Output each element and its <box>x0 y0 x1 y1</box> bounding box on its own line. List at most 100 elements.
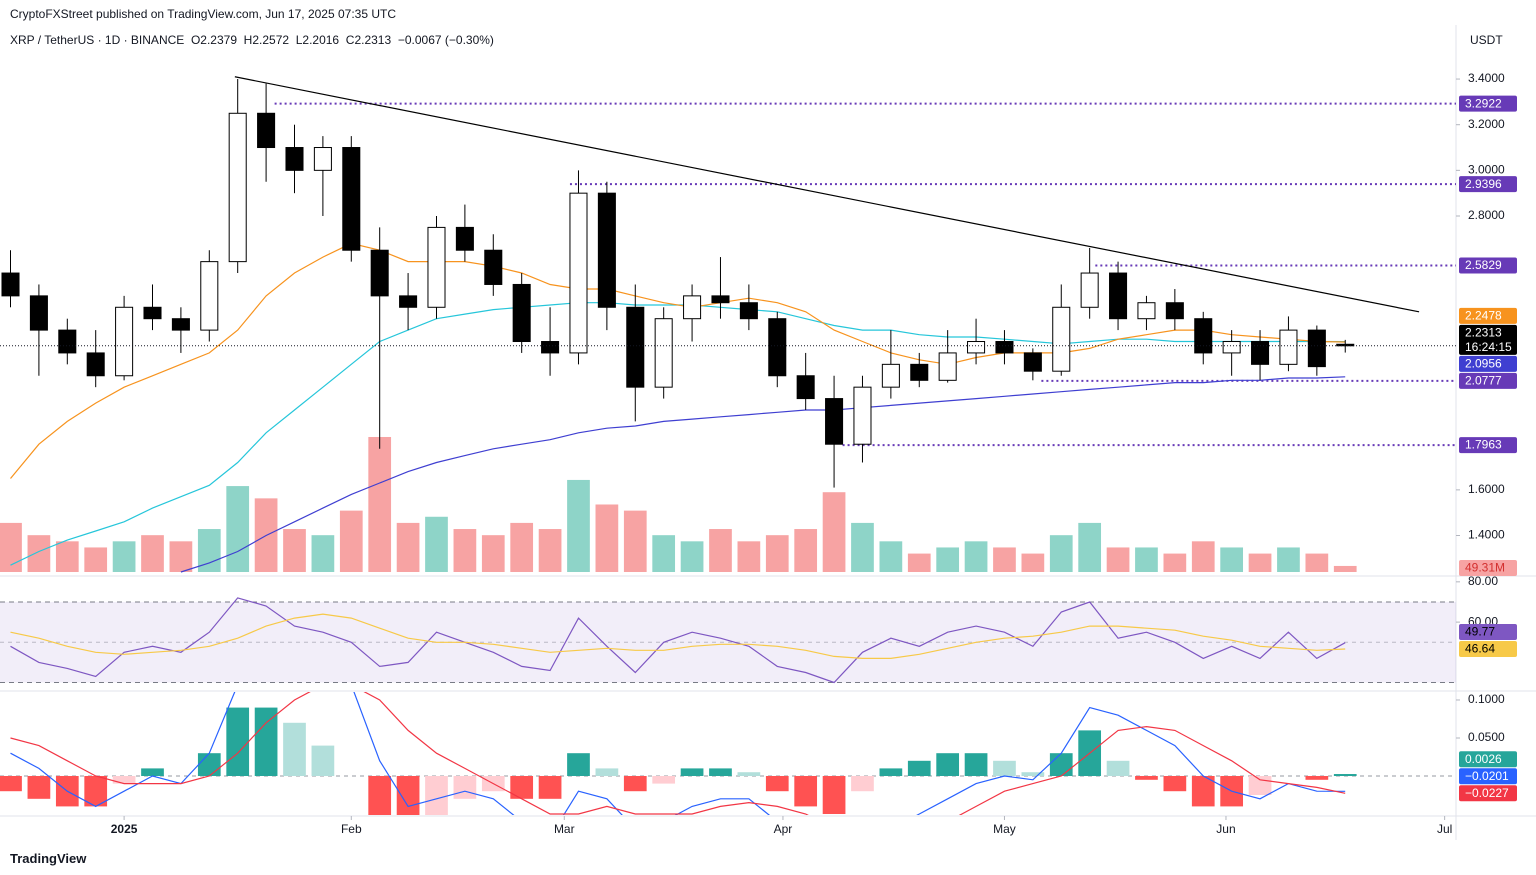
y-tick-label: 80.00 <box>1468 574 1498 588</box>
price-label-bg <box>1459 307 1517 324</box>
price-label-bg <box>1459 176 1517 193</box>
histogram-bar <box>907 760 931 777</box>
histogram-bar <box>567 753 590 777</box>
x-tick-label: Jun <box>1216 822 1235 836</box>
volume-bar <box>1248 553 1272 572</box>
volume-bar <box>27 535 51 572</box>
pane <box>0 436 1357 572</box>
volume-bar <box>765 535 789 572</box>
price-label: 2.9396 <box>1465 177 1502 191</box>
candle-body <box>768 318 787 377</box>
volume-bar <box>993 547 1016 572</box>
moving-average <box>10 302 1346 566</box>
price-label-bg <box>1459 641 1517 658</box>
pane <box>0 76 1456 573</box>
price-label-bg <box>1459 624 1517 641</box>
candle-body <box>1023 352 1042 372</box>
histogram-bar <box>765 776 789 792</box>
candle-body <box>455 226 474 251</box>
histogram-bar <box>112 776 136 784</box>
pane <box>0 597 1456 684</box>
price-label-bg <box>1459 257 1517 274</box>
volume-bar <box>481 535 505 572</box>
histogram-bar <box>141 768 164 777</box>
volume-bar <box>1220 547 1244 572</box>
moving-average <box>10 242 1346 479</box>
price-label-bg <box>1459 560 1517 576</box>
candle-body <box>597 192 616 308</box>
candle-body <box>1194 318 1213 354</box>
h-prefix: H <box>243 33 253 47</box>
volume-bar <box>1078 522 1102 572</box>
y-tick-label: 2.8000 <box>1468 208 1505 222</box>
histogram-bar <box>1191 776 1215 807</box>
candle-body <box>342 147 361 251</box>
candle-body <box>58 329 77 354</box>
y-tick-label: 1.6000 <box>1468 482 1505 496</box>
volume-bar <box>425 516 448 572</box>
candle-body <box>626 306 645 388</box>
published: CryptoFXStreet published on TradingView.… <box>10 7 396 21</box>
o-prefix: O <box>190 33 201 47</box>
volume-bar <box>1049 535 1073 572</box>
candle-body <box>938 352 957 381</box>
trendline <box>234 76 1420 313</box>
candle-body <box>1336 343 1355 347</box>
histogram-bar <box>595 768 619 777</box>
h-value: 2.2572 <box>252 33 290 47</box>
histogram-bar <box>538 776 562 799</box>
volume-bar <box>1305 553 1329 572</box>
histogram-bar <box>84 776 108 807</box>
volume-bar <box>907 553 931 572</box>
price-label-bg <box>1459 785 1517 802</box>
candle-body <box>399 295 418 308</box>
histogram-bar <box>27 776 51 799</box>
y-tick-label: 1.4000 <box>1468 528 1505 542</box>
y-tick-label: 3.0000 <box>1468 163 1505 177</box>
candle-body <box>29 295 48 331</box>
moving-average <box>180 376 1346 573</box>
histogram-bar <box>794 776 818 807</box>
volume-bar <box>623 510 647 572</box>
candle-body <box>1 272 20 297</box>
price-label-bg <box>1459 751 1517 768</box>
candle-body <box>370 249 389 297</box>
histogram-bar <box>425 776 448 815</box>
price-label: 0.0026 <box>1465 752 1502 766</box>
y-tick-label: 0.1000 <box>1468 692 1505 706</box>
x-tick-label: May <box>993 822 1016 836</box>
candle-body <box>739 302 758 320</box>
volume-bar <box>1277 547 1300 572</box>
price-label-bg <box>1459 355 1517 372</box>
candle-body <box>1137 302 1156 320</box>
candle-body <box>1251 341 1270 365</box>
volume-bar <box>879 541 903 572</box>
price-label: −0.0201 <box>1465 769 1509 783</box>
candle-body <box>115 306 134 377</box>
volume-bar <box>339 510 363 572</box>
change-pct: (−0.30%) <box>444 33 494 47</box>
price-label: 1.7963 <box>1465 438 1502 452</box>
candle-body <box>1080 272 1099 308</box>
indicator-line <box>10 692 1346 815</box>
histogram-bar <box>936 753 960 777</box>
histogram-bar <box>0 776 22 792</box>
price-label: 2.0956 <box>1465 357 1502 371</box>
candle-body <box>1222 341 1241 354</box>
y-tick-label: 0.0500 <box>1468 730 1505 744</box>
pane <box>0 692 1456 815</box>
volume-bar <box>453 529 477 572</box>
candle-body <box>228 112 247 263</box>
o-value: 2.2379 <box>200 33 237 47</box>
histogram-bar <box>1163 776 1187 792</box>
histogram-bar <box>1248 776 1272 796</box>
candle-body <box>1165 302 1184 320</box>
candle-body <box>285 147 304 171</box>
volume-bar <box>680 541 704 572</box>
price-label: 46.64 <box>1465 642 1495 656</box>
price-label: 49.31M <box>1465 561 1505 575</box>
price-label-bg <box>1459 372 1517 389</box>
price-label: 3.2922 <box>1465 96 1502 110</box>
histogram-bar <box>396 776 420 815</box>
